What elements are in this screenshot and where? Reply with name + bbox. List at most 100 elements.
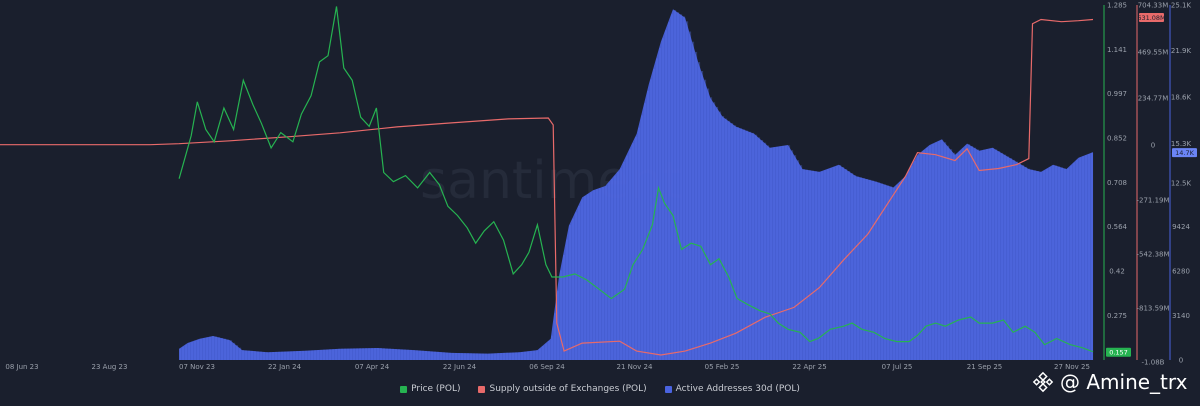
- active-addresses-bar: [953, 152, 956, 360]
- active-addresses-bar: [725, 118, 728, 360]
- active-addresses-bar: [962, 148, 965, 360]
- active-addresses-bar: [938, 141, 941, 360]
- active-addresses-bar: [656, 58, 659, 361]
- active-addresses-bar: [458, 353, 461, 360]
- active-addresses-bar: [218, 337, 221, 360]
- active-addresses-bar: [221, 338, 224, 360]
- active-addresses-bar: [440, 352, 443, 360]
- active-addresses-bar: [230, 340, 233, 360]
- active-addresses-bar: [929, 145, 932, 360]
- active-addresses-bar: [383, 348, 386, 360]
- active-addresses-bar: [608, 182, 611, 360]
- active-addresses-bar: [692, 41, 695, 360]
- active-tick-label: 3140: [1172, 312, 1190, 320]
- active-addresses-bar: [686, 21, 689, 361]
- active-addresses-bar: [344, 348, 347, 360]
- active-addresses-bar: [1031, 169, 1034, 360]
- active-addresses-bar: [482, 353, 485, 360]
- supply-tick-label: 234.77M: [1138, 95, 1169, 103]
- active-addresses-bar: [1022, 165, 1025, 360]
- active-addresses-bar: [305, 350, 308, 360]
- active-value-badge: [1172, 148, 1197, 158]
- active-addresses-bar: [887, 185, 890, 360]
- price-axis: 1.285 1.141 0.997 0.852 0.708 0.564 0.42 0.275: [1103, 2, 1128, 360]
- active-addresses-bar: [413, 350, 416, 360]
- active-addresses-bar: [539, 348, 542, 360]
- active-addresses-bar: [488, 353, 491, 360]
- active-addresses-bar: [839, 165, 842, 360]
- active-addresses-bar: [779, 146, 782, 360]
- active-addresses-bar: [338, 348, 341, 360]
- active-addresses-bar: [923, 150, 926, 360]
- active-addresses-bar: [1091, 152, 1094, 360]
- active-addresses-bar: [761, 140, 764, 360]
- legend-label-active: Active Addresses 30d (POL): [675, 384, 800, 394]
- active-addresses-bar: [638, 127, 641, 360]
- legend-item-supply[interactable]: Supply outside of Exchanges (POL): [478, 384, 647, 394]
- active-addresses-bar: [599, 188, 602, 360]
- active-addresses-bar: [563, 255, 566, 360]
- active-addresses-bar: [251, 350, 254, 360]
- active-addresses-bar: [965, 145, 968, 360]
- active-addresses-bar: [872, 180, 875, 360]
- price-value-badge-text: 0.157: [1109, 349, 1128, 357]
- active-addresses-bar: [755, 134, 758, 360]
- active-addresses-bar: [497, 353, 500, 360]
- legend-item-active[interactable]: Active Addresses 30d (POL): [664, 384, 800, 394]
- active-addresses-bar: [1034, 170, 1037, 360]
- active-addresses-bar: [353, 348, 356, 360]
- active-addresses-bar: [398, 349, 401, 360]
- active-addresses-bar: [920, 152, 923, 360]
- active-addresses-bar: [491, 353, 494, 360]
- active-addresses-bar: [542, 346, 545, 360]
- active-addresses-bar: [272, 352, 275, 360]
- x-tick-label: 07 Nov 23: [179, 363, 215, 371]
- active-addresses-bar: [695, 51, 698, 361]
- active-addresses-bar: [335, 349, 338, 360]
- active-addresses-bar: [197, 339, 200, 360]
- active-addresses-bar: [983, 149, 986, 360]
- x-tick-label: 23 Aug 23: [92, 363, 128, 371]
- active-addresses-bar: [323, 349, 326, 360]
- active-addresses-bar: [1004, 154, 1007, 360]
- active-addresses-bar: [722, 116, 725, 360]
- active-addresses-bar: [227, 339, 230, 360]
- active-addresses-bar: [977, 149, 980, 360]
- active-addresses-bar: [809, 170, 812, 360]
- legend-item-price[interactable]: Price (POL): [400, 384, 460, 394]
- active-addresses-bar: [1040, 171, 1043, 360]
- active-addresses-bar: [671, 14, 674, 360]
- active-addresses-bar: [1058, 166, 1061, 360]
- active-addresses-bar: [1052, 165, 1055, 360]
- active-addresses-bar: [815, 171, 818, 360]
- active-addresses-bar: [767, 145, 770, 360]
- active-addresses-bar: [740, 128, 743, 360]
- active-addresses-bar: [1067, 168, 1070, 360]
- supply-tick-label: -1.08B: [1142, 359, 1165, 367]
- active-addresses-bar: [974, 147, 977, 360]
- active-addresses-bar: [731, 123, 734, 360]
- active-addresses-bar: [521, 352, 524, 360]
- legend-swatch-active: [664, 385, 672, 393]
- active-addresses-bar: [443, 352, 446, 360]
- x-axis: 08 Jun 23 23 Aug 23 07 Nov 23 22 Jan 24 07 A…: [5, 363, 1090, 371]
- active-addresses-bar: [800, 165, 803, 360]
- active-addresses-bar: [245, 350, 248, 360]
- supply-line: [0, 18, 1094, 356]
- credit-text: @ Amine_trx: [1060, 370, 1188, 394]
- active-addresses-bar: [275, 351, 278, 360]
- active-addresses-bar: [899, 182, 902, 360]
- active-addresses-bar: [581, 199, 584, 360]
- active-addresses-bar: [968, 144, 971, 360]
- active-addresses-bar: [593, 190, 596, 360]
- active-addresses-bar: [206, 337, 209, 360]
- price-tick-label: 0.852: [1107, 135, 1127, 143]
- active-addresses-bar: [308, 350, 311, 360]
- active-addresses-bar: [857, 176, 860, 360]
- active-tick-label: 15.3K: [1171, 140, 1192, 148]
- active-addresses-bar: [698, 62, 701, 360]
- active-addresses-bar: [365, 348, 368, 360]
- price-tick-label: 0.708: [1107, 179, 1127, 187]
- active-addresses-bar: [707, 88, 710, 360]
- active-addresses-bar: [812, 170, 815, 360]
